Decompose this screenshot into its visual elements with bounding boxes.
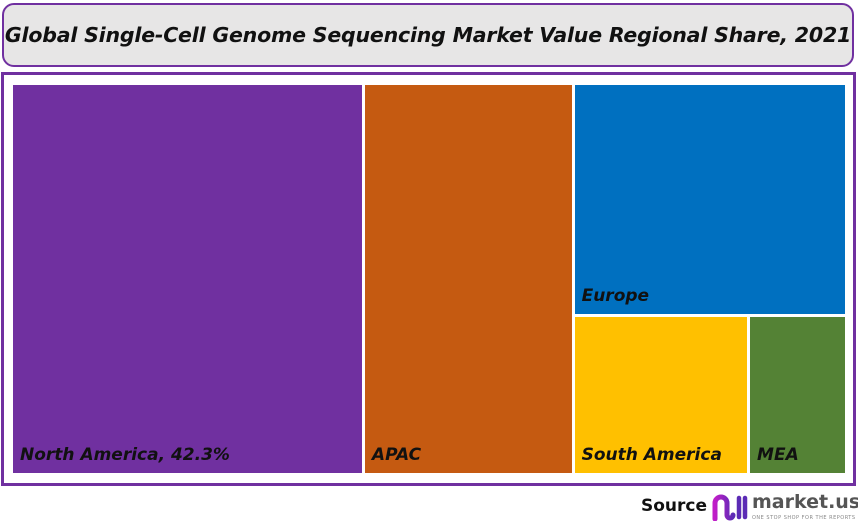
tile-label-north-america: North America, 42.3%: [20, 445, 230, 465]
tile-south-america: South America: [574, 316, 748, 473]
brand-name: market.us: [752, 491, 858, 513]
brand-tagline: ONE STOP SHOP FOR THE REPORTS: [752, 515, 856, 521]
chart-title-box: Global Single-Cell Genome Sequencing Mar…: [2, 3, 854, 67]
market-us-logo-icon: [712, 494, 748, 521]
treemap-plot: North America, 42.3% APAC Europe South Amer…: [13, 85, 845, 473]
tile-north-america: North America, 42.3%: [13, 85, 362, 473]
tile-apac: APAC: [364, 85, 572, 473]
tile-label-south-america: South America: [581, 444, 722, 465]
source-label: Source: [641, 496, 708, 516]
tile-label-apac: APAC: [371, 445, 422, 465]
chart-title: Global Single-Cell Genome Sequencing Mar…: [4, 23, 852, 47]
tile-mea: MEA: [750, 316, 845, 473]
tile-europe: Europe: [574, 85, 845, 314]
tile-label-europe: Europe: [581, 285, 650, 306]
tile-label-mea: MEA: [757, 444, 799, 465]
